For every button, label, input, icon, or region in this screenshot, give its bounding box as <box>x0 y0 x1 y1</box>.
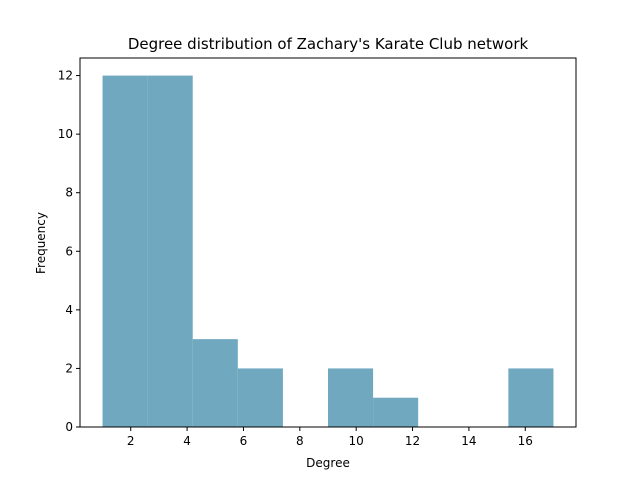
x-tick-label-2: 6 <box>240 434 248 448</box>
y-tick-label-1: 2 <box>65 361 73 375</box>
x-tick-label-3: 8 <box>296 434 304 448</box>
y-tick-label-6: 12 <box>58 69 73 83</box>
y-ticks-group: 0 2 4 6 8 10 12 <box>58 69 80 434</box>
x-tick-label-4: 10 <box>349 434 364 448</box>
x-tick-label-6: 14 <box>461 434 476 448</box>
y-tick-label-4: 8 <box>65 186 73 200</box>
chart-title: Degree distribution of Zachary's Karate … <box>128 35 529 53</box>
histogram-bar-0 <box>102 75 148 428</box>
x-tick-label-7: 16 <box>518 434 533 448</box>
histogram-bar-3 <box>237 368 283 427</box>
histogram-bar-6 <box>373 397 419 427</box>
bars-group <box>102 75 554 428</box>
y-tick-label-5: 10 <box>58 127 73 141</box>
y-tick-label-2: 4 <box>65 303 73 317</box>
x-tick-label-0: 2 <box>127 434 135 448</box>
histogram-bar-9 <box>508 368 554 427</box>
x-ticks-group: 2 4 6 8 10 12 14 16 <box>127 427 533 448</box>
y-tick-label-3: 6 <box>65 244 73 258</box>
x-tick-label-5: 12 <box>405 434 420 448</box>
plot-frame <box>79 57 577 428</box>
y-axis-label: Frequency <box>34 212 48 274</box>
histogram-bar-1 <box>147 75 193 428</box>
histogram-bar-2 <box>192 339 238 427</box>
y-tick-label-0: 0 <box>65 420 73 434</box>
histogram-bar-5 <box>328 368 374 427</box>
x-axis-label: Degree <box>306 456 350 470</box>
x-tick-label-1: 4 <box>183 434 191 448</box>
